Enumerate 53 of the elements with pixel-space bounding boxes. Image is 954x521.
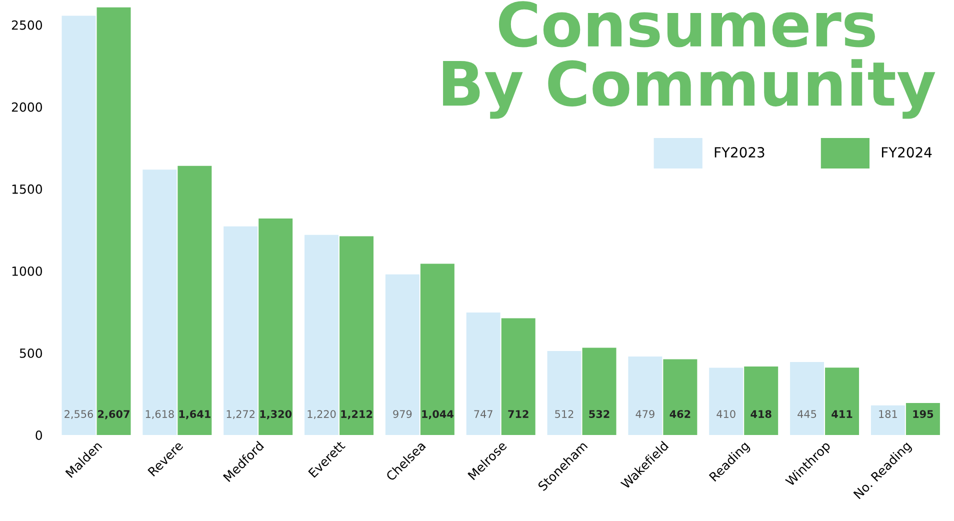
- y-tick-label: 500: [20, 348, 42, 358]
- data-label: 181: [879, 410, 897, 418]
- data-label: 1,212: [341, 410, 372, 420]
- bar: [582, 348, 616, 436]
- bar: [420, 264, 454, 436]
- bar: [790, 362, 824, 436]
- data-label: 1,641: [179, 410, 210, 420]
- data-label: 2,556: [64, 410, 94, 420]
- bar: [96, 7, 131, 436]
- legend-label: FY2024: [882, 147, 932, 158]
- data-label: 195: [913, 410, 934, 418]
- bar: [385, 274, 420, 436]
- data-label: 1,044: [422, 410, 454, 420]
- bar: [709, 368, 744, 436]
- data-label: 512: [555, 410, 574, 418]
- bar: [501, 318, 536, 436]
- y-tick-label: 2000: [12, 102, 42, 112]
- data-label: 1,220: [308, 410, 336, 420]
- data-label: 1,618: [146, 410, 174, 420]
- data-label: 979: [393, 410, 412, 418]
- y-tick-label: 1500: [12, 184, 42, 194]
- bar: [870, 405, 905, 436]
- bar: [258, 218, 293, 436]
- bar: [547, 351, 582, 436]
- data-label: 411: [832, 410, 852, 418]
- data-label: 532: [589, 410, 610, 418]
- y-tick-label: 0: [36, 430, 42, 440]
- data-label: 479: [636, 410, 654, 418]
- bar: [628, 356, 662, 436]
- data-label: 1,320: [260, 410, 292, 420]
- bar: [178, 166, 212, 436]
- y-tick-label: 1000: [12, 266, 42, 276]
- data-label: 445: [798, 410, 816, 418]
- bar: [825, 368, 860, 436]
- chart-title: Consumers By Community: [443, 1, 936, 119]
- bar: [142, 170, 177, 436]
- bar: [906, 403, 940, 436]
- data-label: 462: [670, 410, 690, 418]
- bar: [663, 359, 698, 436]
- bar: [340, 236, 374, 436]
- bar: [224, 226, 258, 436]
- data-label: 747: [474, 410, 492, 418]
- bar: [466, 312, 500, 436]
- data-label: 418: [750, 410, 772, 418]
- legend-label: FY2023: [714, 147, 764, 158]
- bar: [62, 16, 96, 436]
- bar: [304, 234, 338, 436]
- data-label: 2,607: [98, 410, 130, 420]
- data-label: 1,272: [226, 410, 254, 420]
- y-tick-label: 2500: [12, 20, 42, 30]
- data-label: 712: [508, 410, 528, 418]
- bar: [744, 366, 778, 436]
- data-label: 410: [716, 410, 736, 418]
